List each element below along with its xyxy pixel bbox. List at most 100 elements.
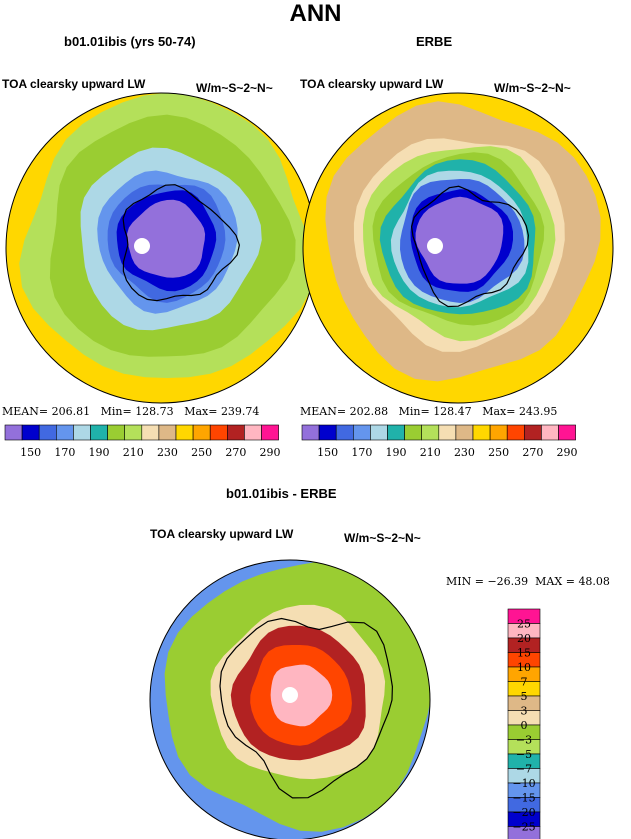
colorbar-swatch xyxy=(472,424,491,441)
panel2-title: ERBE xyxy=(416,34,453,49)
colorbar-swatch xyxy=(209,424,228,441)
colorbar-tick-label: −5 xyxy=(516,748,532,761)
colorbar-swatch xyxy=(192,424,211,441)
colorbar-swatch xyxy=(421,424,440,441)
colorbar-swatch xyxy=(301,424,320,441)
panel3-units: W/m~S~2~N~ xyxy=(344,531,421,545)
panel1-title: b01.01ibis (yrs 50-74) xyxy=(64,34,196,49)
colorbar-tick-label: 5 xyxy=(521,690,528,703)
colorbar-swatch xyxy=(387,424,405,441)
panel2-max: 243.95 xyxy=(518,405,558,418)
colorbar-tick-label: −10 xyxy=(512,777,535,790)
polar-map-1 xyxy=(5,92,317,404)
colorbar-tick-label: −20 xyxy=(512,806,535,819)
colorbar-swatch xyxy=(370,424,388,441)
panel2-min: 128.47 xyxy=(433,405,472,418)
colorbar-tick-label: 15 xyxy=(517,647,531,660)
colorbar-tick-label: 210 xyxy=(420,446,441,459)
colorbar-swatch xyxy=(124,424,143,441)
colorbar-tick-label: −25 xyxy=(512,821,535,834)
panel2-units: W/m~S~2~N~ xyxy=(494,81,571,95)
panel2-mean-label: MEAN= xyxy=(300,405,347,418)
colorbar-swatch xyxy=(227,424,245,441)
colorbar-tick-label: 210 xyxy=(123,446,144,459)
pole-marker xyxy=(427,238,443,254)
colorbar-tick-label: 150 xyxy=(20,446,41,459)
colorbar-tick-label: 270 xyxy=(225,446,246,459)
panel2-stats: MEAN= 202.88 Min= 128.47 Max= 243.95 xyxy=(300,405,557,418)
panel2-variable: TOA clearsky upward LW xyxy=(300,77,444,91)
colorbar-swatch xyxy=(507,826,541,839)
colorbar-tick-label: 290 xyxy=(557,446,578,459)
polar-map-3 xyxy=(149,559,431,839)
panel3-variable: TOA clearsky upward LW xyxy=(150,527,294,541)
colorbar-swatch xyxy=(73,424,91,441)
colorbar-tick-label: 20 xyxy=(517,632,531,645)
colorbar-tick-label: 190 xyxy=(89,446,110,459)
colorbar-tick-label: 230 xyxy=(157,446,178,459)
colorbar-swatch xyxy=(55,424,74,441)
colorbar-tick-label: 270 xyxy=(522,446,543,459)
colorbar-swatch xyxy=(21,424,40,441)
panel1-variable: TOA clearsky upward LW xyxy=(2,77,146,91)
panel1-stats: MEAN= 206.81 Min= 128.73 Max= 239.74 xyxy=(2,405,259,418)
contour-band xyxy=(270,664,333,727)
polar-map-2 xyxy=(302,92,614,404)
pole-marker xyxy=(134,238,150,254)
colorbar-swatch xyxy=(4,424,23,441)
colorbar-swatch xyxy=(335,424,354,441)
colorbar-swatch xyxy=(541,424,559,441)
panel3-title: b01.01ibis - ERBE xyxy=(226,486,337,501)
coastline xyxy=(122,184,241,302)
colorbar-swatch xyxy=(438,424,457,441)
figure-title: ANN xyxy=(289,0,342,27)
map-fill xyxy=(303,93,613,403)
colorbar-swatch xyxy=(38,424,57,441)
panel1-max: 239.74 xyxy=(220,405,260,418)
colorbar-swatch xyxy=(90,424,108,441)
panel1-min: 128.73 xyxy=(135,405,174,418)
colorbar-tick-label: 7 xyxy=(521,676,528,689)
colorbar-swatch xyxy=(318,424,337,441)
map-border xyxy=(149,559,431,839)
colorbar-swatch xyxy=(404,424,423,441)
panel3-max: 48.08 xyxy=(578,575,610,588)
colorbar-tick-label: 170 xyxy=(54,446,75,459)
colorbar-tick-label: 150 xyxy=(317,446,338,459)
pole-marker xyxy=(282,687,298,703)
colorbar-tick-label: −3 xyxy=(516,734,532,747)
colorbar-swatch xyxy=(244,424,262,441)
panel3-max-label: MAX = xyxy=(535,575,575,588)
panel1-min-label: Min= xyxy=(100,405,132,418)
colorbar-swatch xyxy=(506,424,525,441)
panel1-mean-label: MEAN= xyxy=(2,405,49,418)
colorbar-swatch xyxy=(175,424,194,441)
panel2-min-label: Min= xyxy=(398,405,430,418)
colorbar-tick-label: 190 xyxy=(386,446,407,459)
panel1-max-label: Max= xyxy=(184,405,218,418)
panel3-min-label: MIN = xyxy=(446,575,484,588)
colorbar-tick-label: 0 xyxy=(521,719,528,732)
colorbar-tick-label: 170 xyxy=(351,446,372,459)
colorbar-tick-label: 250 xyxy=(488,446,509,459)
colorbar-1: 150 170 190 210 230 250 270 290 xyxy=(4,424,281,459)
colorbar-swatch xyxy=(489,424,508,441)
colorbar-swatch xyxy=(261,424,279,441)
panel3-min: −26.39 xyxy=(487,575,529,588)
colorbar-tick-label: 230 xyxy=(454,446,475,459)
panel2-max-label: Max= xyxy=(482,405,516,418)
colorbar-tick-label: −15 xyxy=(512,792,535,805)
colorbar-tick-label: 25 xyxy=(517,618,531,631)
contour-band xyxy=(415,196,504,284)
colorbar-swatch xyxy=(352,424,371,441)
coastline xyxy=(410,185,530,308)
colorbar-swatch xyxy=(158,424,177,441)
colorbar-tick-label: 10 xyxy=(517,661,531,674)
colorbar-tick-label: 250 xyxy=(191,446,212,459)
colorbar-swatch xyxy=(455,424,474,441)
panel1-mean: 206.81 xyxy=(51,405,91,418)
map-fill xyxy=(6,93,316,403)
colorbar-swatch xyxy=(107,424,125,441)
colorbar-swatch xyxy=(558,424,576,441)
